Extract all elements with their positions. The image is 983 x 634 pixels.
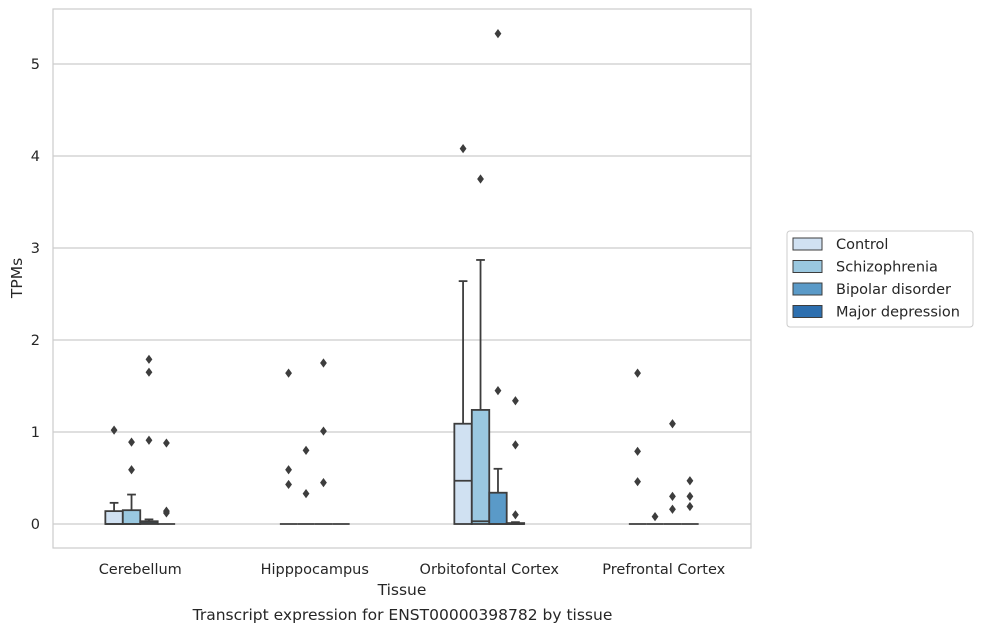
outlier-point: [686, 501, 694, 512]
outlier-point: [669, 419, 676, 429]
outlier-point: [145, 354, 153, 364]
x-tick-label: Cerebellum: [99, 562, 182, 578]
x-tick-label: Orbitofontal Cortex: [420, 562, 560, 578]
outlier-point: [285, 465, 292, 475]
outlier-point: [686, 476, 694, 486]
box-group: [104, 354, 176, 525]
legend: Control Schizophrenia Bipolar disorder Majo…: [786, 230, 974, 328]
box-group: [628, 368, 699, 525]
outlier-point: [459, 144, 467, 154]
legend-swatch: [792, 305, 823, 318]
box-groups: [104, 29, 699, 525]
y-axis-label: TPMs: [8, 258, 26, 299]
y-tick-label: 5: [31, 57, 40, 73]
y-tick-label: 1: [31, 425, 40, 441]
y-tick-label: 2: [31, 333, 40, 349]
box: [488, 491, 508, 525]
outlier-point: [145, 367, 153, 377]
outlier-point: [163, 506, 170, 516]
outlier-point: [669, 504, 676, 514]
legend-frame: [786, 230, 974, 328]
outlier-point: [686, 491, 694, 501]
plot-frame: [52, 8, 752, 549]
outlier-point: [128, 465, 135, 475]
legend-label: Control: [836, 237, 888, 253]
outlier-point: [128, 437, 135, 447]
outlier-point: [145, 435, 153, 445]
chart-caption: Transcript expression for ENST0000039878…: [192, 606, 613, 624]
x-tick-label: Prefrontal Cortex: [602, 562, 725, 578]
outlier-point: [512, 510, 519, 520]
y-tick-label: 4: [31, 149, 40, 165]
box: [104, 510, 124, 525]
outlier-point: [110, 425, 118, 435]
x-tick-labels: Cerebellum Hipppocampus Orbitofontal Corte…: [99, 562, 726, 578]
outlier-point: [651, 512, 659, 522]
x-tick-label: Hipppocampus: [261, 562, 369, 578]
outlier-point: [285, 479, 292, 490]
y-tick-label: 3: [31, 241, 40, 257]
outlier-point: [634, 368, 641, 378]
outlier-point: [302, 445, 310, 455]
box-group: [453, 29, 526, 525]
outlier-point: [163, 438, 170, 448]
outlier-point: [494, 386, 502, 396]
legend-swatch: [792, 282, 823, 296]
box-group: [279, 358, 350, 525]
outlier-point: [494, 29, 502, 39]
box: [121, 509, 142, 525]
outlier-point: [320, 358, 327, 368]
box: [453, 422, 473, 525]
legend-label: Major depression: [836, 305, 960, 321]
box: [470, 409, 491, 525]
outlier-point: [302, 489, 310, 499]
y-tick-labels: 0 1 2 3 4 5: [31, 57, 40, 533]
legend-swatch: [792, 237, 823, 251]
x-axis-label: Tissue: [377, 581, 427, 599]
legend-swatch: [792, 260, 823, 273]
outlier-point: [634, 477, 641, 487]
outlier-point: [512, 440, 519, 450]
outlier-point: [634, 446, 641, 456]
outlier-point: [512, 396, 519, 406]
legend-label: Bipolar disorder: [836, 282, 951, 298]
outlier-point: [285, 368, 292, 378]
grid-lines: [53, 63, 751, 525]
outlier-point: [320, 426, 327, 436]
outlier-point: [669, 491, 676, 501]
y-tick-label: 0: [31, 517, 40, 533]
legend-label: Schizophrenia: [836, 260, 938, 276]
outlier-point: [320, 478, 327, 488]
outlier-point: [477, 174, 484, 184]
